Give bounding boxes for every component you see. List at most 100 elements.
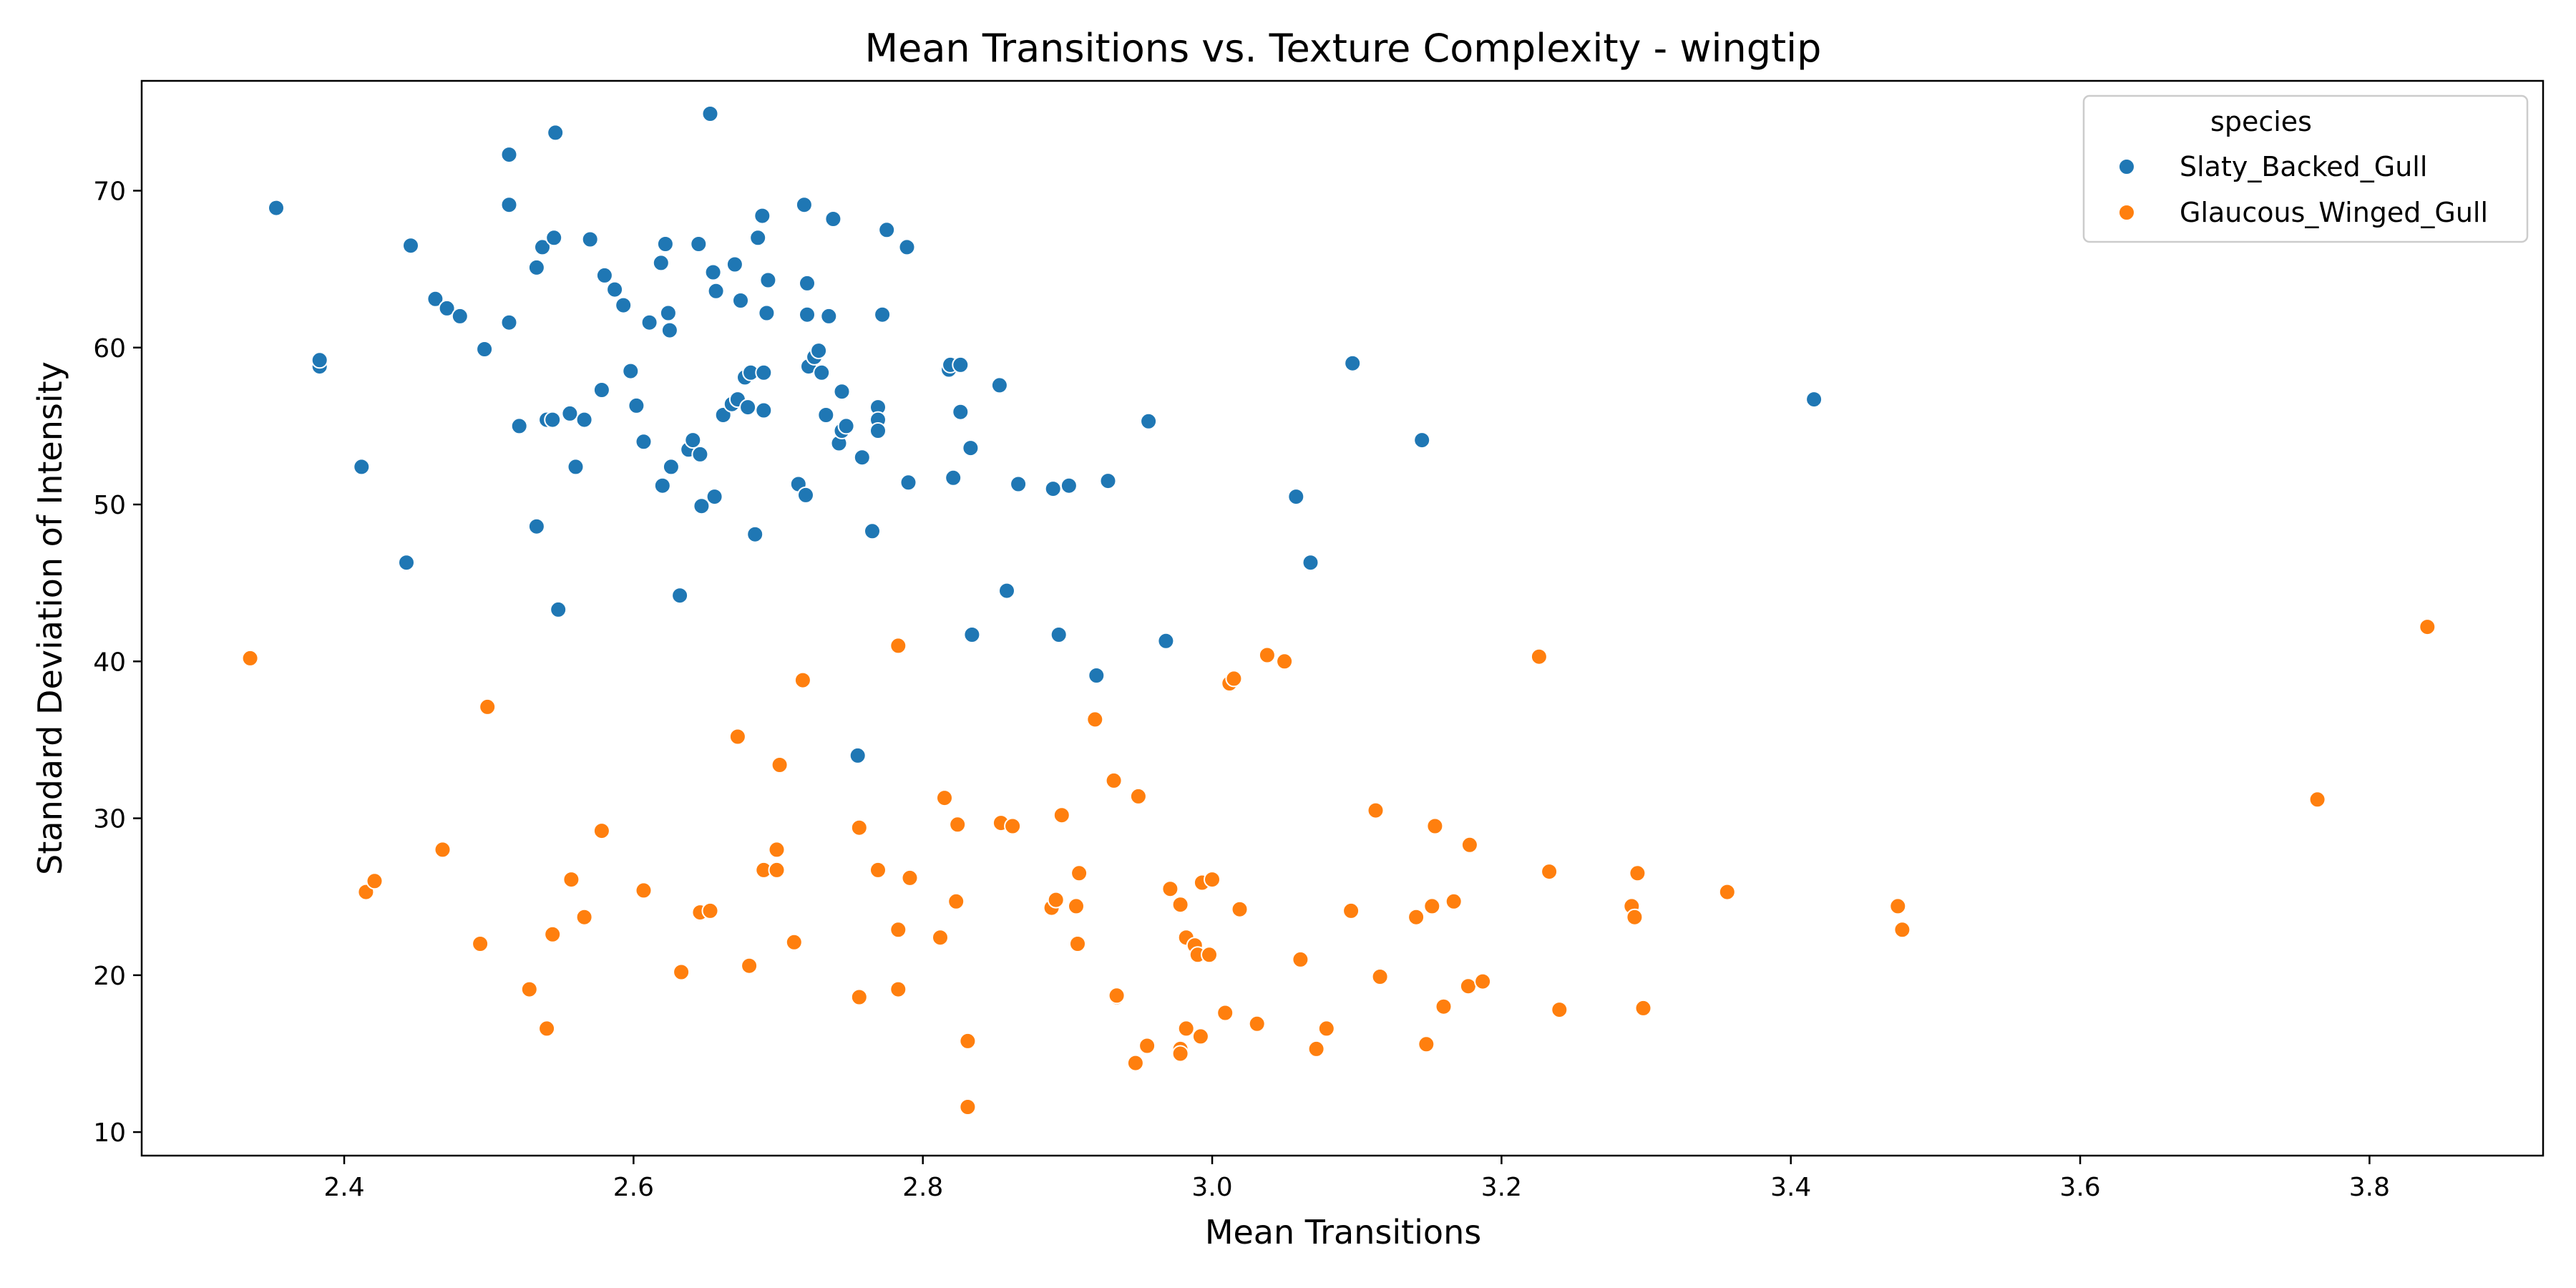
x-tick-label: 2.4 [323,1173,364,1202]
y-tick-label: 70 [93,177,126,206]
data-point [527,517,545,535]
data-point [353,458,371,476]
data-point [1718,883,1736,901]
data-point [837,417,855,435]
data-point [662,458,680,476]
data-point [1108,987,1126,1005]
data-point [810,342,828,360]
data-point [1551,1001,1568,1019]
data-point [1157,632,1175,650]
data-point [652,254,670,272]
data-point [850,819,868,836]
plot-marks [241,105,2436,1116]
data-point [963,626,981,643]
data-point [1099,472,1117,490]
x-tick-label: 3.0 [1191,1173,1232,1202]
data-point [544,925,562,943]
data-point [799,274,816,292]
legend: species Slaty_Backed_Gull Glaucous_Winge… [2082,94,2529,243]
y-axis-ticks: 10 20 30 40 50 60 70 [93,177,142,1148]
data-point [398,554,415,572]
data-point [545,229,563,247]
data-point [1626,908,1644,926]
data-point [1044,480,1062,498]
data-point [1460,836,1478,854]
data-point [693,497,711,515]
y-axis-label: Standard Deviation of Intensity [31,361,69,875]
data-point [567,458,585,476]
data-point [1530,648,1548,665]
data-point [311,351,328,369]
data-point [500,146,518,164]
x-tick-label: 2.6 [613,1173,654,1202]
data-point [241,649,259,667]
plot-frame [140,79,2545,1157]
data-point [898,238,916,256]
data-point [1171,1045,1189,1063]
data-point [849,746,867,764]
data-point [538,1020,556,1038]
data-point [1292,950,1309,968]
series-glaucous-winged-gull [241,618,2436,1116]
y-tick-label: 30 [93,805,126,834]
data-point [426,290,444,308]
y-tick-label: 50 [93,491,126,520]
data-point [1317,1020,1335,1038]
data-point [701,105,719,122]
data-point [1177,1020,1195,1038]
data-point [628,396,645,414]
data-point [476,341,494,358]
data-point [959,1098,977,1116]
data-point [753,207,771,225]
data-point [739,399,757,416]
data-point [1418,1035,1435,1053]
data-point [575,411,593,429]
data-point [1889,897,1907,915]
data-point [656,235,674,253]
data-point [653,477,671,494]
data-point [795,196,813,214]
data-point [706,488,723,506]
data-point [869,861,887,879]
data-point [1050,626,1068,643]
data-point [1191,1028,1209,1045]
data-point [1426,817,1444,835]
data-point [635,882,653,899]
data-point [932,929,949,947]
data-point [707,282,725,300]
data-point [1634,999,1652,1017]
data-point [1231,900,1249,918]
data-point [581,230,599,248]
data-point [1344,354,1362,372]
data-point [1474,972,1492,990]
data-point [1138,1037,1156,1055]
legend-marker-glaucous-winged-gull [2118,204,2135,221]
data-point [726,255,743,273]
data-point [615,296,633,314]
data-point [952,356,970,374]
data-point [1069,935,1086,952]
data-point [889,921,907,939]
data-point [673,963,691,981]
y-tick-label: 20 [93,962,126,991]
data-point [562,871,580,889]
data-point [1893,921,1911,939]
data-point [755,364,773,381]
data-point [561,404,579,422]
series-slaty-backed-gull [268,105,1823,764]
data-point [366,872,384,890]
data-point [510,417,528,435]
data-point [660,321,678,339]
data-point [1248,1015,1266,1033]
data-point [1068,897,1085,915]
data-point [758,304,776,322]
data-point [962,439,980,457]
data-point [500,196,518,214]
data-point [1105,771,1123,789]
data-point [1225,670,1243,688]
data-point [853,449,871,467]
data-point [899,474,917,492]
data-point [824,210,842,228]
data-point [1126,1054,1144,1072]
